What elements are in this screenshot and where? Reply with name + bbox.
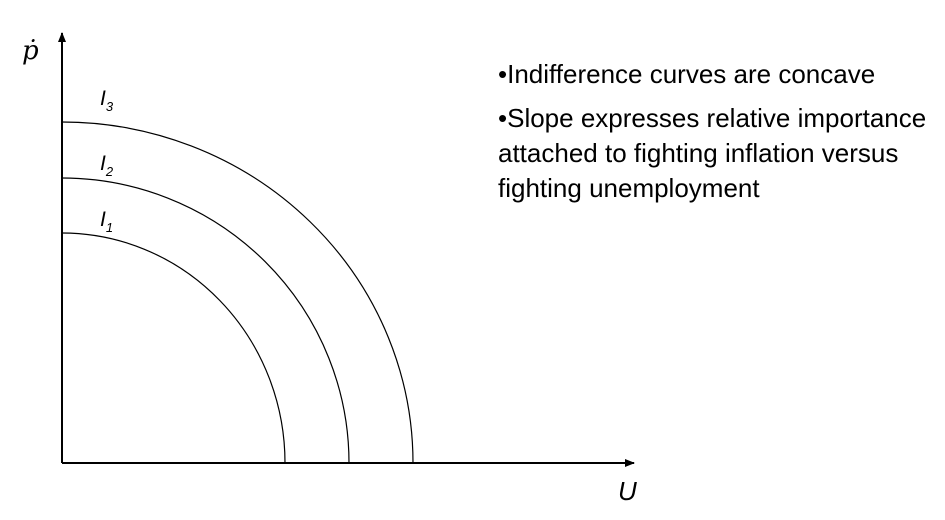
y-axis-label: ṗ xyxy=(22,36,39,66)
curve-label-i3: I3 xyxy=(100,87,114,114)
indifference-curve-i2 xyxy=(61,177,350,464)
x-axis-label: U xyxy=(618,476,637,506)
curve-label-i1: I1 xyxy=(100,208,113,235)
indifference-curve-i3 xyxy=(61,121,414,464)
bullet-item-slope: •Slope expresses relative importance att… xyxy=(498,103,927,203)
bullet-item-concave: •Indifference curves are concave xyxy=(498,59,876,89)
curve-label-i2: I2 xyxy=(100,152,114,179)
indifference-curve-i1 xyxy=(61,232,286,464)
bullet-list: •Indifference curves are concave •Slope … xyxy=(498,57,938,215)
